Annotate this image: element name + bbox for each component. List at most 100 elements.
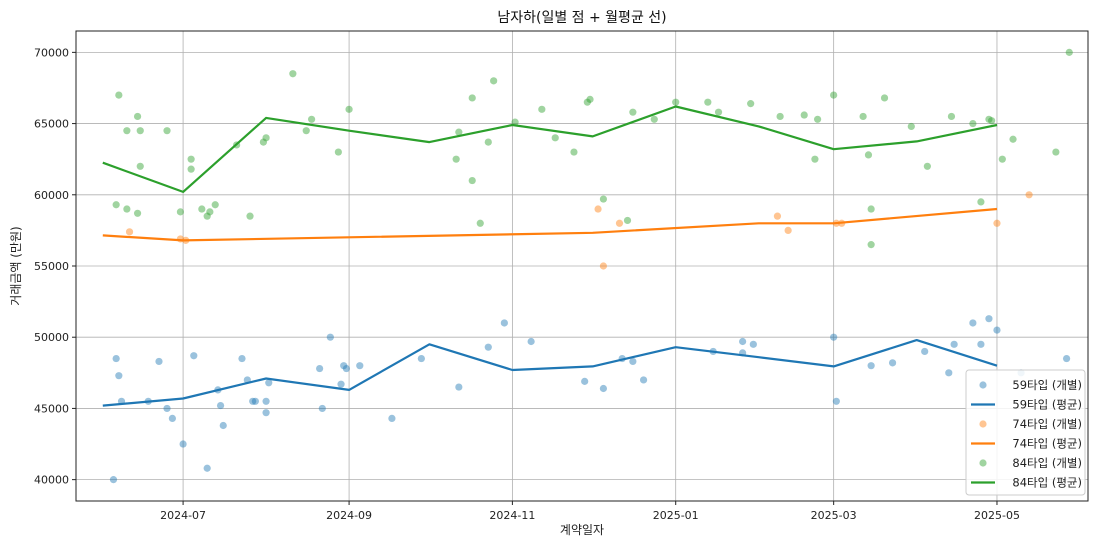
point-84 — [599, 195, 608, 203]
x-axis-label: 계약일자 — [560, 522, 604, 537]
y-tick-label: 40000 — [34, 474, 69, 487]
point-84 — [867, 205, 875, 213]
point-59 — [581, 377, 589, 385]
point-59 — [112, 354, 120, 363]
point-59 — [388, 414, 396, 422]
point-84 — [830, 91, 838, 99]
point-59 — [342, 364, 351, 373]
avg-line-59 — [102, 339, 998, 407]
point-59 — [190, 352, 198, 360]
legend-frame — [965, 369, 1086, 496]
point-59 — [249, 397, 257, 405]
point-84 — [211, 201, 219, 209]
point-84 — [570, 148, 578, 156]
avg-line-74 — [102, 207, 998, 242]
point-59 — [985, 315, 993, 323]
point-84 — [977, 198, 985, 206]
point-84 — [345, 105, 353, 113]
point-84 — [334, 148, 342, 156]
point-59 — [867, 362, 875, 370]
point-84 — [302, 127, 310, 135]
y-tick-label: 60000 — [34, 189, 69, 202]
point-59 — [262, 397, 270, 405]
point-59 — [216, 401, 225, 410]
point-84 — [880, 94, 889, 102]
point-59 — [599, 384, 608, 393]
point-84 — [776, 112, 784, 121]
point-84 — [484, 138, 492, 146]
legend-marker-point-84 — [979, 459, 987, 467]
y-axis-label: 거래금액 (만원) — [9, 226, 23, 305]
point-84 — [1009, 135, 1017, 143]
x-tick-label: 2024-09 — [326, 509, 372, 522]
point-84 — [672, 98, 680, 106]
point-59 — [945, 369, 953, 377]
point-59 — [527, 337, 535, 346]
point-84 — [538, 105, 546, 113]
point-84 — [133, 112, 142, 121]
point-59 — [155, 357, 163, 366]
x-tick-label: 2024-07 — [160, 509, 206, 522]
point-84 — [307, 115, 316, 123]
point-59 — [326, 333, 334, 341]
point-84 — [907, 122, 915, 131]
point-59 — [950, 340, 958, 348]
point-84 — [115, 91, 123, 99]
point-84 — [468, 176, 476, 185]
point-84 — [864, 151, 873, 159]
point-59 — [163, 404, 171, 413]
point-84 — [714, 108, 723, 116]
point-59 — [629, 357, 637, 366]
point-84 — [998, 155, 1006, 163]
point-84 — [123, 205, 131, 213]
point-59 — [417, 354, 425, 363]
point-59 — [340, 362, 348, 370]
point-84 — [985, 115, 993, 123]
legend-label-line-84: 84타입 (평균) — [1012, 476, 1082, 490]
point-84 — [289, 70, 297, 78]
point-84 — [187, 165, 195, 173]
point-84 — [1052, 148, 1060, 156]
point-84 — [163, 127, 171, 135]
point-59 — [500, 319, 508, 327]
point-84 — [176, 208, 185, 216]
point-59 — [251, 397, 259, 405]
point-84 — [136, 162, 144, 170]
avg-line-84 — [102, 105, 998, 193]
point-84 — [551, 134, 559, 142]
point-59 — [168, 414, 176, 422]
point-59 — [337, 380, 345, 388]
point-59 — [830, 333, 838, 341]
point-84 — [586, 95, 594, 103]
y-tick-label: 50000 — [34, 331, 69, 344]
legend: 59타입 (개별) 59타입 (평균) 74타입 (개별) 74타입 (평균) 84타입… — [965, 369, 1086, 496]
point-84 — [859, 112, 867, 121]
point-84 — [246, 212, 254, 220]
point-74 — [773, 212, 782, 220]
point-59 — [318, 404, 326, 413]
point-59 — [179, 440, 187, 448]
point-84 — [476, 219, 484, 227]
point-74 — [993, 219, 1001, 227]
legend-label-point-59: 59타입 (개별) — [1012, 378, 1082, 392]
legend-label-line-74: 74타입 (평균) — [1012, 437, 1082, 451]
point-59 — [203, 464, 211, 472]
point-59 — [739, 337, 747, 346]
legend-label-point-74: 74타입 (개별) — [1012, 417, 1082, 431]
point-74 — [784, 226, 792, 234]
point-84 — [811, 155, 819, 163]
x-axis: 2024-07 2024-09 2024-11 2025-01 2025-03 2025-… — [160, 501, 1020, 522]
point-59 — [977, 340, 985, 348]
y-tick-label: 55000 — [34, 260, 69, 273]
point-84 — [1065, 48, 1073, 56]
point-59 — [238, 354, 246, 363]
point-84 — [650, 115, 658, 123]
x-tick-label: 2025-01 — [653, 509, 699, 522]
point-84 — [629, 108, 637, 116]
point-84 — [123, 127, 131, 135]
point-74 — [615, 219, 624, 227]
point-59 — [484, 343, 492, 351]
point-84 — [262, 134, 270, 142]
point-59 — [749, 340, 757, 348]
x-tick-label: 2025-05 — [974, 509, 1020, 522]
